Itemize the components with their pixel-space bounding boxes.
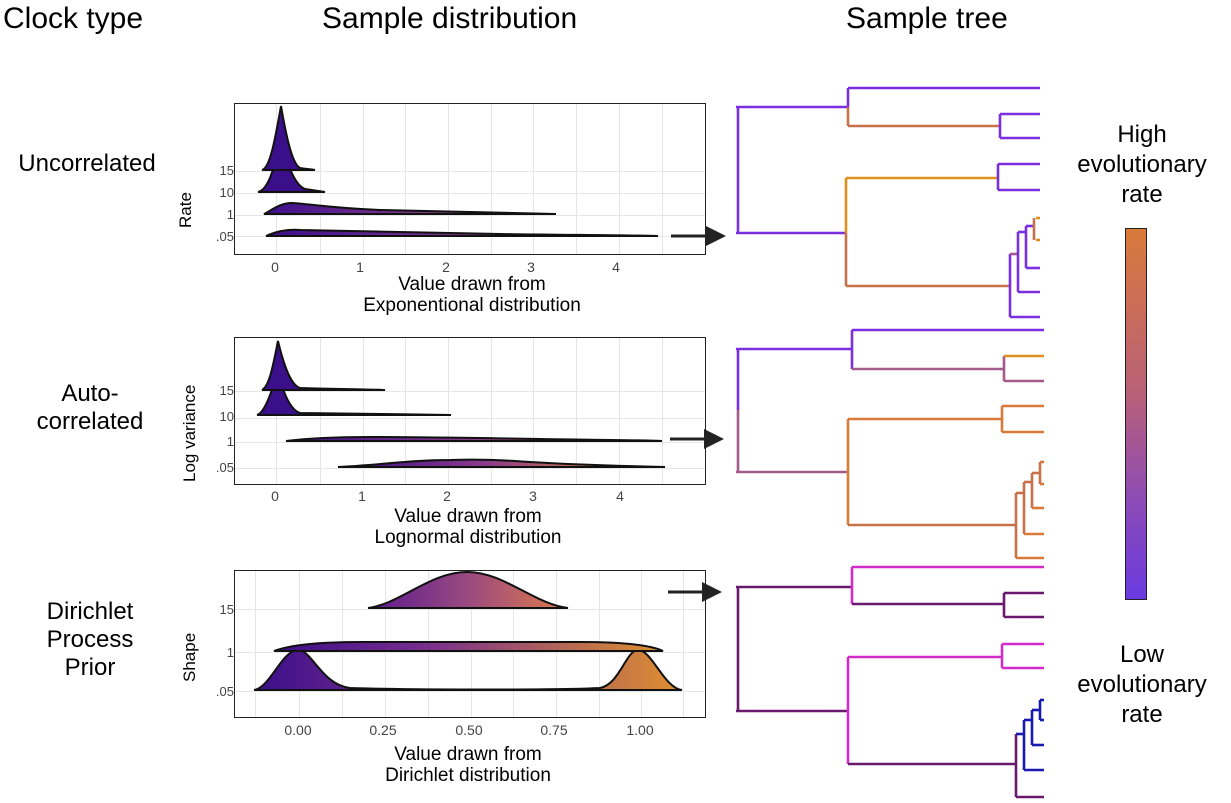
row-label-autocorrelated: Auto-correlated <box>36 380 144 435</box>
xtick: 0.75 <box>540 722 568 738</box>
ytick: 1 <box>226 207 234 222</box>
ytick: 15 <box>219 602 234 617</box>
row-label-uncorrelated: Uncorrelated <box>18 150 156 177</box>
xtick: 0.00 <box>284 722 312 738</box>
tree-autocorrelated <box>736 328 1044 560</box>
xtick: 0 <box>271 259 279 275</box>
xtick: 3 <box>529 488 537 504</box>
ytick: 15 <box>219 383 234 398</box>
ridge-rate-1 <box>263 201 557 215</box>
arrow-icon <box>706 226 726 246</box>
ridge-logvar-15 <box>261 340 386 391</box>
header-sample-distribution: Sample distribution <box>322 2 578 35</box>
ridge-shape-15 <box>367 570 569 609</box>
xtick: 2 <box>442 259 450 275</box>
ridgeline-panel-uncorrelated <box>234 103 706 255</box>
xtick: 0.25 <box>369 722 397 738</box>
arrow-icon <box>702 582 722 602</box>
header-clock-type: Clock type <box>3 2 144 35</box>
xtick: 2 <box>443 488 451 504</box>
xtick: 1.00 <box>626 722 654 738</box>
x-axis-label-lognormal: Value drawn from Lognormal distribution <box>374 506 562 548</box>
color-legend-bar <box>1125 228 1147 600</box>
x-axis-label-dirichlet: Value drawn from Dirichlet distribution <box>385 744 551 786</box>
ytick: 1 <box>226 434 234 449</box>
x-axis-label-exponential: Value drawn from Exponentional distributi… <box>363 274 581 316</box>
ridge-logvar-1 <box>285 435 663 442</box>
xtick: 3 <box>527 259 535 275</box>
xtick: 1 <box>356 259 364 275</box>
xtick: 0.50 <box>455 722 483 738</box>
xtick: 4 <box>612 259 620 275</box>
ridge-shape-1 <box>273 640 664 652</box>
ridge-rate-15 <box>261 105 316 171</box>
ridge-logvar-10 <box>256 368 452 416</box>
xtick: 0 <box>271 488 279 504</box>
ytick: .05 <box>215 460 234 475</box>
xtick: 1 <box>358 488 366 504</box>
ridge-rate-10 <box>257 137 326 193</box>
ridge-logvar-005 <box>337 458 666 468</box>
row-label-dirichlet: Dirichlet Process Prior <box>46 598 134 681</box>
tree-uncorrelated <box>736 86 1040 319</box>
ytick: 15 <box>219 163 234 178</box>
ytick: 10 <box>219 185 234 200</box>
header-sample-tree: Sample tree <box>846 2 1008 35</box>
legend-low-label: Low evolutionary rate <box>1077 641 1207 728</box>
ytick: .05 <box>215 229 234 244</box>
legend-high-label: High evolutionary rate <box>1077 121 1207 208</box>
ytick: .05 <box>215 684 234 699</box>
ridge-rate-005 <box>265 228 659 237</box>
arrow-icon <box>704 429 724 449</box>
tree-dirichlet <box>736 565 1044 799</box>
ytick: 1 <box>226 645 234 660</box>
xtick: 4 <box>616 488 624 504</box>
ytick: 10 <box>219 409 234 424</box>
